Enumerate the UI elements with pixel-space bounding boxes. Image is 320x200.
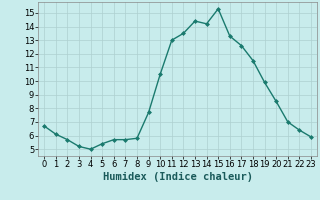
- X-axis label: Humidex (Indice chaleur): Humidex (Indice chaleur): [103, 172, 252, 182]
